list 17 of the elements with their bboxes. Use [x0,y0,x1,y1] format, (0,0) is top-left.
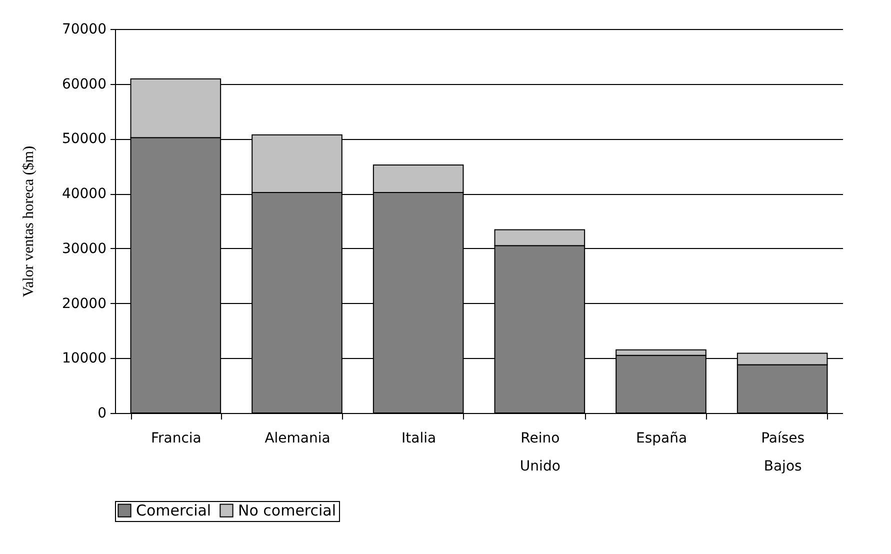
y-tick-label: 70000 [62,22,106,38]
y-tick-label: 50000 [62,131,106,148]
y-tick-label: 20000 [62,296,106,312]
x-tick-label: Francia [150,430,202,446]
x-tick-label: España [636,430,688,446]
y-tick-label: 60000 [62,76,106,92]
y-tick-label: 10000 [62,350,106,367]
x-tick-label: Alemania [264,430,330,446]
y-tick-label: 40000 [62,186,106,202]
legend-label: No comercial [238,502,336,520]
x-tick-label: Italia [402,430,436,446]
y-tick-label: 0 [98,406,106,422]
y-tick-label: 30000 [62,240,106,257]
x-tick-label: Países Bajos [761,430,805,474]
legend-label: Comercial [136,502,212,520]
x-tick-label: Reino Unido [520,430,560,474]
y-axis-title: Valor ventas horeca ($m) [20,146,37,298]
